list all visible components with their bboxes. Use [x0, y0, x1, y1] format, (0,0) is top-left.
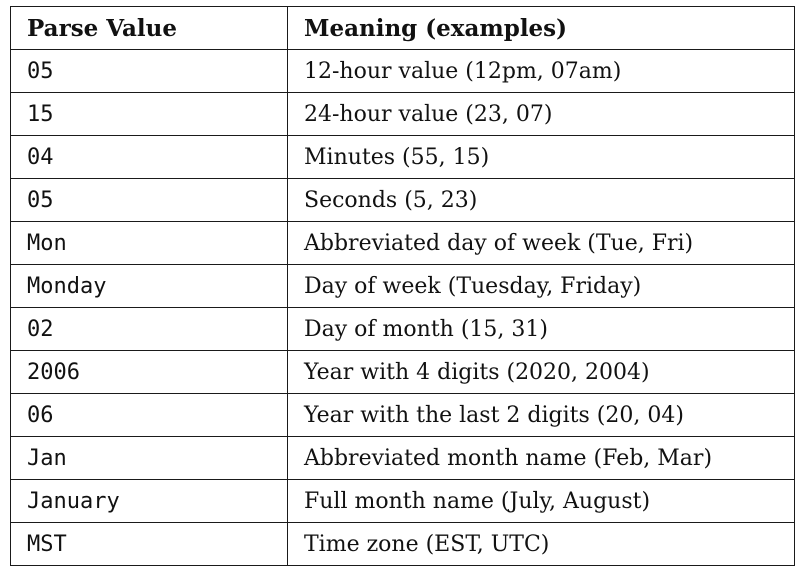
- table-row: Monday Day of week (Tuesday, Friday): [10, 264, 795, 308]
- table-row: 04 Minutes (55, 15): [10, 135, 795, 179]
- parse-value-cell: 05: [10, 178, 288, 222]
- parse-value-cell: 02: [10, 307, 288, 351]
- column-header-meaning: Meaning (examples): [287, 6, 795, 50]
- table-header-row: Parse Value Meaning (examples): [10, 6, 795, 50]
- table-row: January Full month name (July, August): [10, 479, 795, 523]
- parse-value-cell: January: [10, 479, 288, 523]
- meaning-cell: Year with 4 digits (2020, 2004): [287, 350, 795, 394]
- parse-value-cell: MST: [10, 522, 288, 566]
- parse-value-cell: 05: [10, 49, 288, 93]
- parse-value-cell: Jan: [10, 436, 288, 480]
- table-row: Jan Abbreviated month name (Feb, Mar): [10, 436, 795, 480]
- table-row: 02 Day of month (15, 31): [10, 307, 795, 351]
- meaning-cell: Seconds (5, 23): [287, 178, 795, 222]
- table-row: 06 Year with the last 2 digits (20, 04): [10, 393, 795, 437]
- table-row: 05 12-hour value (12pm, 07am): [10, 49, 795, 93]
- column-header-parse-value: Parse Value: [10, 6, 288, 50]
- parse-value-cell: 06: [10, 393, 288, 437]
- parse-value-cell: 04: [10, 135, 288, 179]
- meaning-cell: Abbreviated month name (Feb, Mar): [287, 436, 795, 480]
- table-row: 2006 Year with 4 digits (2020, 2004): [10, 350, 795, 394]
- meaning-cell: 12-hour value (12pm, 07am): [287, 49, 795, 93]
- meaning-cell: Day of week (Tuesday, Friday): [287, 264, 795, 308]
- parse-values-table: Parse Value Meaning (examples) 05 12-hou…: [10, 6, 795, 566]
- table-row: Mon Abbreviated day of week (Tue, Fri): [10, 221, 795, 265]
- meaning-cell: Time zone (EST, UTC): [287, 522, 795, 566]
- table-row: MST Time zone (EST, UTC): [10, 522, 795, 566]
- table-row: 05 Seconds (5, 23): [10, 178, 795, 222]
- parse-value-cell: Monday: [10, 264, 288, 308]
- meaning-cell: Year with the last 2 digits (20, 04): [287, 393, 795, 437]
- table-row: 15 24-hour value (23, 07): [10, 92, 795, 136]
- parse-value-cell: 15: [10, 92, 288, 136]
- meaning-cell: Minutes (55, 15): [287, 135, 795, 179]
- meaning-cell: Full month name (July, August): [287, 479, 795, 523]
- parse-value-cell: Mon: [10, 221, 288, 265]
- meaning-cell: Day of month (15, 31): [287, 307, 795, 351]
- parse-value-cell: 2006: [10, 350, 288, 394]
- meaning-cell: Abbreviated day of week (Tue, Fri): [287, 221, 795, 265]
- meaning-cell: 24-hour value (23, 07): [287, 92, 795, 136]
